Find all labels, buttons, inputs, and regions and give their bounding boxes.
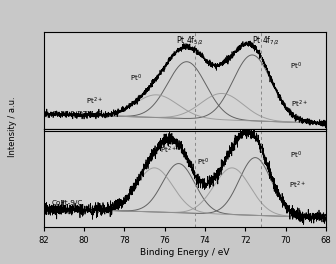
Text: Pt 4f$_{5/2}$: Pt 4f$_{5/2}$	[176, 35, 204, 48]
Text: Pt$^{2+}$: Pt$^{2+}$	[86, 95, 102, 107]
Text: Intensity / a.u.: Intensity / a.u.	[8, 96, 17, 157]
X-axis label: Binding Energy / eV: Binding Energy / eV	[140, 248, 229, 257]
Text: Pt$^0$: Pt$^0$	[130, 73, 142, 84]
Text: Pt$^{2+}$: Pt$^{2+}$	[291, 98, 308, 110]
Text: CoPt-9/DTM-C: CoPt-9/DTM-C	[52, 111, 102, 117]
Text: Pt$^{2+}$: Pt$^{2+}$	[289, 180, 306, 191]
Text: Pt$^0$: Pt$^0$	[290, 149, 302, 161]
Text: CoPt-9/C: CoPt-9/C	[52, 200, 83, 206]
Text: Pt$^0$: Pt$^0$	[197, 156, 209, 168]
Text: Pt$^{2+}$: Pt$^{2+}$	[160, 144, 177, 156]
Text: Pt$^0$: Pt$^0$	[290, 60, 302, 72]
Text: Pt 4f$_{7/2}$: Pt 4f$_{7/2}$	[252, 35, 279, 48]
